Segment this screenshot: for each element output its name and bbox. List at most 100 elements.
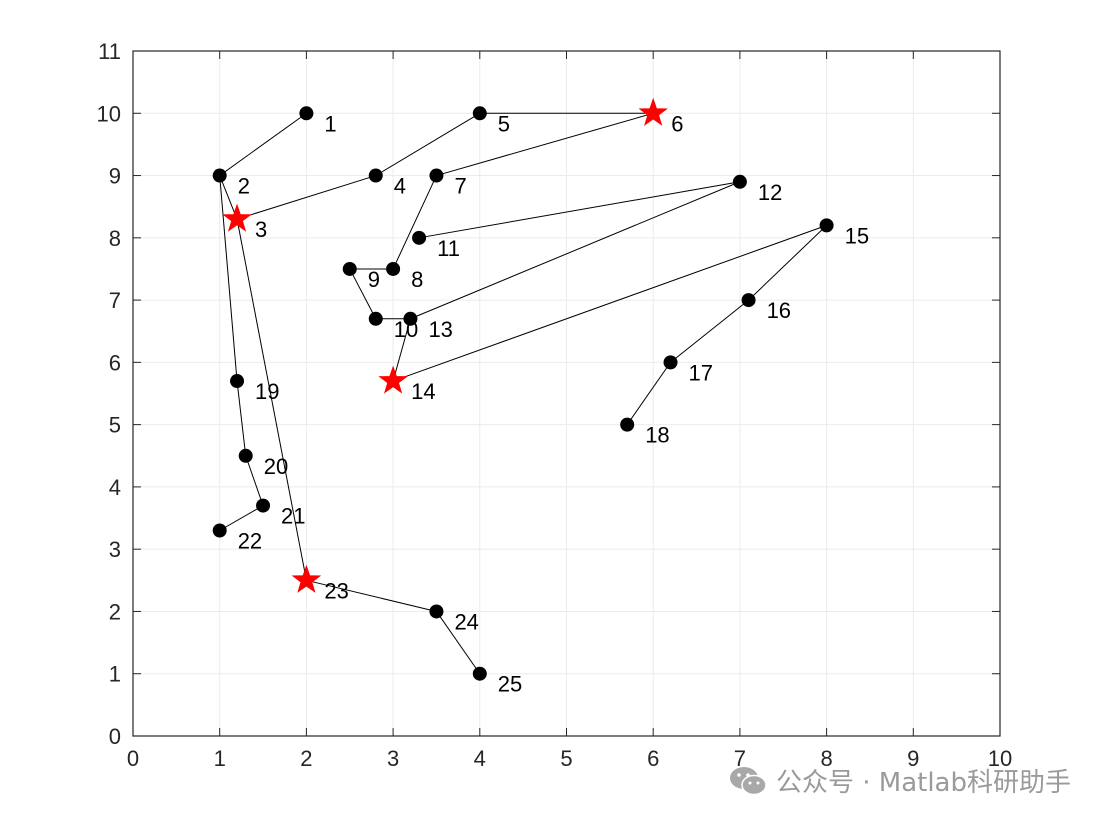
node-13 <box>403 311 418 326</box>
y-tick-label: 1 <box>109 662 121 687</box>
node-9 <box>342 261 357 276</box>
watermark: 公众号 · Matlab科研助手 <box>728 762 1071 799</box>
node-14-star <box>378 365 408 394</box>
edges <box>219 112 827 675</box>
edge-6-7 <box>436 112 654 177</box>
x-tick-label: 10 <box>988 746 1012 771</box>
node-23-star <box>291 564 322 593</box>
edge-16-17 <box>670 299 749 363</box>
edge-2-3 <box>219 175 238 220</box>
node-17 <box>663 355 678 370</box>
node-6-star <box>638 97 668 126</box>
y-tick-label: 10 <box>97 101 121 126</box>
node-label-7: 7 <box>454 174 466 199</box>
node-24 <box>429 604 444 619</box>
node-label-24: 24 <box>454 609 478 634</box>
x-tick-label: 1 <box>214 746 226 771</box>
node-label-14: 14 <box>411 379 435 404</box>
node-label-2: 2 <box>238 174 250 199</box>
node-label-18: 18 <box>645 423 669 448</box>
node-label-8: 8 <box>411 267 423 292</box>
edge-2-19 <box>219 175 238 382</box>
x-tick-label: 2 <box>300 746 312 771</box>
edge-9-10 <box>349 268 377 320</box>
node-label-17: 17 <box>689 360 713 385</box>
node-label-21: 21 <box>281 504 305 529</box>
y-tick-label: 9 <box>109 164 121 189</box>
x-tick-label: 6 <box>647 746 659 771</box>
edge-17-18 <box>626 362 671 425</box>
node-label-23: 23 <box>324 578 348 603</box>
node-label-19: 19 <box>255 379 279 404</box>
y-tick-label: 11 <box>98 39 121 64</box>
y-tick-label: 8 <box>109 226 121 251</box>
node-20 <box>238 448 253 463</box>
y-tick-label: 4 <box>109 475 121 500</box>
node-label-20: 20 <box>264 454 288 479</box>
y-tick-label: 5 <box>109 413 121 438</box>
y-tick-label: 3 <box>109 537 121 562</box>
node-15 <box>819 218 834 233</box>
node-label-16: 16 <box>767 298 791 323</box>
y-tick-label: 2 <box>109 599 121 624</box>
node-22 <box>212 523 227 538</box>
node-label-3: 3 <box>255 217 267 242</box>
edge-21-22 <box>219 505 264 531</box>
edge-24-25 <box>436 611 481 675</box>
node-12 <box>732 174 747 189</box>
node-label-9: 9 <box>368 267 380 292</box>
wechat-icon <box>729 766 767 795</box>
x-tick-label: 4 <box>474 746 486 771</box>
node-label-6: 6 <box>671 111 683 136</box>
nodes <box>212 97 834 681</box>
node-label-25: 25 <box>498 672 522 697</box>
node-label-5: 5 <box>498 111 510 136</box>
edge-23-24 <box>306 579 437 612</box>
edge-4-5 <box>375 112 481 176</box>
y-tick-label: 7 <box>109 288 121 313</box>
node-label-10: 10 <box>394 317 418 342</box>
x-tick-label: 9 <box>907 746 919 771</box>
node-25 <box>472 666 487 681</box>
node-label-13: 13 <box>428 317 452 342</box>
node-7 <box>429 168 444 183</box>
edge-1-2 <box>219 112 307 176</box>
node-21 <box>256 498 271 513</box>
node-label-22: 22 <box>238 529 262 554</box>
node-label-12: 12 <box>758 180 782 205</box>
node-4 <box>368 168 383 183</box>
y-tick-label: 0 <box>109 724 121 749</box>
node-16 <box>741 293 756 308</box>
watermark-text: 公众号 · Matlab科研助手 <box>775 768 1071 798</box>
x-tick-label: 3 <box>387 746 399 771</box>
node-18 <box>620 417 635 432</box>
node-label-11: 11 <box>437 236 460 261</box>
edge-7-8 <box>392 175 437 270</box>
node-1 <box>299 106 314 121</box>
x-tick-label: 0 <box>127 746 139 771</box>
edge-11-12 <box>419 181 740 239</box>
edge-14-15 <box>392 224 827 382</box>
node-2 <box>212 168 227 183</box>
node-5 <box>472 106 487 121</box>
x-tick-label: 8 <box>820 746 832 771</box>
node-11 <box>412 230 427 245</box>
edge-15-16 <box>748 225 827 301</box>
edge-13-14 <box>392 318 411 382</box>
node-3-star <box>222 203 252 232</box>
node-19 <box>230 374 245 389</box>
node-10 <box>368 311 383 326</box>
edge-3-4 <box>236 175 376 220</box>
node-label-4: 4 <box>394 174 406 199</box>
edge-3-23 <box>236 219 307 581</box>
node-label-1: 1 <box>324 111 336 136</box>
edge-20-21 <box>245 455 264 506</box>
x-tick-label: 7 <box>734 746 746 771</box>
edge-19-20 <box>236 380 247 456</box>
y-tick-label: 6 <box>109 350 121 375</box>
node-8 <box>386 261 401 276</box>
edge-12-13 <box>410 181 741 320</box>
